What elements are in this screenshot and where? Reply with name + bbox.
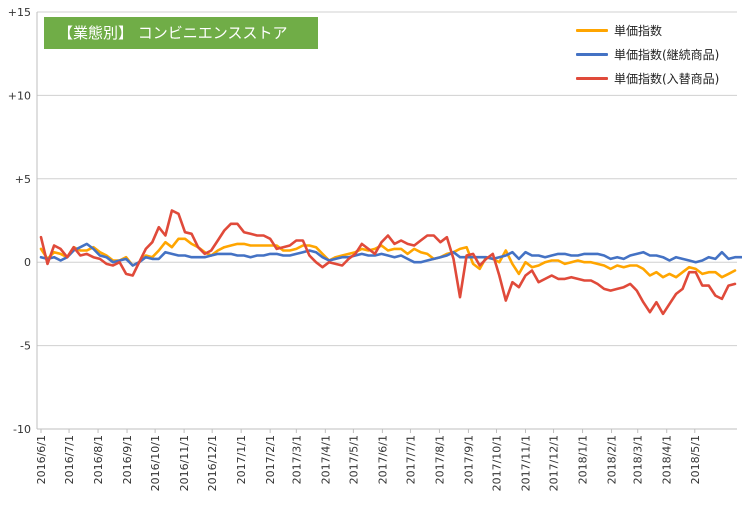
series-lines [39, 209, 742, 316]
legend-entry-unit-price: 単価指数 [576, 18, 736, 42]
legend: 単価指数 単価指数(継続商品) 単価指数(入替商品) [576, 18, 736, 90]
x-tick-label: 2017/5/1 [347, 435, 360, 484]
legend-swatch-replacement [576, 76, 608, 80]
x-tick-label: 2017/6/1 [376, 435, 389, 484]
x-tick-label: 2018/4/1 [661, 435, 674, 484]
axes [36, 12, 737, 433]
y-tick-label: 0 [24, 256, 31, 269]
y-tick-label: -5 [20, 340, 31, 353]
y-tick-label: -10 [13, 423, 31, 436]
x-tick-label: 2018/1/1 [577, 435, 590, 484]
series-line-1 [39, 242, 742, 267]
y-tick-label: +10 [8, 89, 31, 102]
gridlines [37, 11, 737, 347]
x-tick-labels: 2016/6/1 2016/7/1 2016/8/1 2016/9/1 2016/10/… [35, 435, 702, 491]
legend-entry-continuing: 単価指数(継続商品) [576, 42, 736, 66]
y-tick-labels: -10 -5 0 +5 +10 +15 [8, 6, 31, 436]
series-line-2 [39, 209, 737, 316]
legend-label-unit-price: 単価指数 [614, 23, 663, 38]
x-tick-label: 2016/12/1 [206, 435, 219, 491]
x-tick-label: 2016/8/1 [92, 435, 105, 484]
legend-label-replacement: 単価指数(入替商品) [614, 71, 720, 86]
x-tick-label: 2017/3/1 [290, 435, 303, 484]
y-tick-label: +15 [8, 6, 31, 19]
x-tick-label: 2017/10/1 [490, 435, 503, 491]
x-tick-label: 2018/2/1 [606, 435, 619, 484]
legend-swatch-unit-price [576, 28, 608, 32]
y-tick-label: +5 [15, 173, 31, 186]
chart-title: 【業態別】 コンビニエンスストア [44, 17, 318, 49]
x-tick-label: 2016/9/1 [121, 435, 134, 484]
x-tick-label: 2017/4/1 [319, 435, 332, 484]
x-tick-label: 2018/5/1 [689, 435, 702, 484]
x-tick-label: 2018/3/1 [632, 435, 645, 484]
x-tick-label: 2017/12/1 [548, 435, 561, 491]
x-tick-label: 2017/2/1 [264, 435, 277, 484]
x-tick-label: 2016/7/1 [63, 435, 76, 484]
x-tick-label: 2017/7/1 [404, 435, 417, 484]
x-tick-label: 2017/8/1 [433, 435, 446, 484]
series-line-0 [39, 237, 737, 279]
x-tick-label: 2017/1/1 [235, 435, 248, 484]
legend-swatch-continuing [576, 52, 608, 56]
legend-label-continuing: 単価指数(継続商品) [614, 47, 720, 62]
x-tick-label: 2017/9/1 [462, 435, 475, 484]
x-tick-label: 2016/11/1 [178, 435, 191, 491]
x-tick-label: 2017/11/1 [519, 435, 532, 491]
x-tick-label: 2016/6/1 [35, 435, 48, 484]
legend-entry-replacement: 単価指数(入替商品) [576, 66, 736, 90]
x-tick-label: 2016/10/1 [149, 435, 162, 491]
